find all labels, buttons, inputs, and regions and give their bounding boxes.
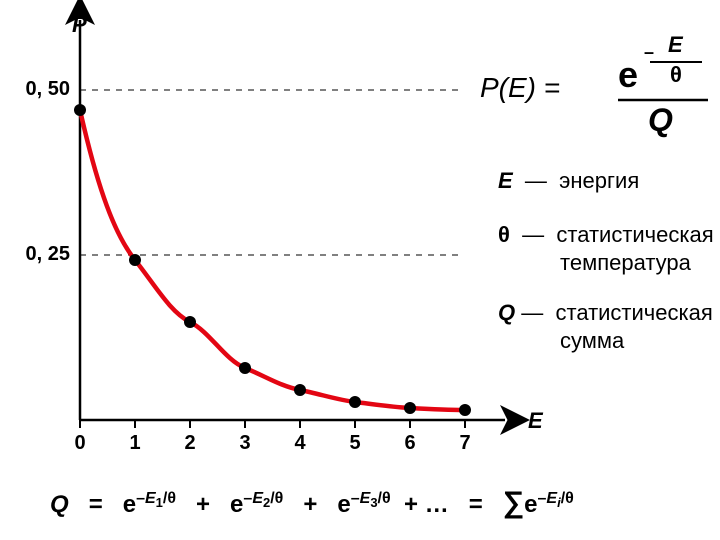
ylabel-025: 0, 25	[18, 243, 70, 266]
xtick-1: 1	[129, 432, 140, 455]
legend-Q-text: статистическая	[555, 300, 712, 325]
bq-th2: θ	[275, 490, 284, 507]
xtick-0: 0	[74, 432, 85, 455]
legend-Q2-text: сумма	[560, 328, 624, 353]
xtick-4: 4	[294, 432, 305, 455]
legend-E: E — энергия	[498, 168, 639, 194]
legend-Q2: сумма	[560, 328, 624, 354]
legend-theta: θ — статистическая	[498, 222, 714, 248]
legend-theta2: температура	[560, 250, 691, 276]
bottom-eq: Q = e–E1/θ + e–E2/θ + e–E3/θ + … = ∑e–Ei…	[50, 486, 574, 520]
data-points	[74, 104, 471, 416]
bq-e2: e	[230, 491, 243, 518]
bq-dots: …	[425, 491, 449, 518]
formula-Q: Q	[648, 102, 673, 139]
legend-th-dash: —	[522, 222, 544, 247]
legend-Q-dash: —	[521, 300, 543, 325]
bq-p1: +	[196, 491, 210, 518]
bq-Q: Q	[50, 491, 69, 518]
ylabel-050: 0, 50	[18, 78, 70, 101]
bq-s1: 1	[156, 495, 163, 510]
bq-E1: E	[145, 490, 156, 507]
bq-p3: +	[404, 491, 418, 518]
bq-E2: E	[252, 490, 263, 507]
legend-th2-text: температура	[560, 250, 691, 275]
formula-e: e	[618, 54, 638, 96]
bq-m3: –	[351, 490, 360, 507]
bq-eq2: =	[469, 491, 483, 518]
figure: P E 0, 50 0, 25 0 1 2 3 4 5 6 7 P(E) = e…	[0, 0, 720, 540]
bq-e3: e	[337, 491, 350, 518]
bq-m1: –	[136, 490, 145, 507]
formula-prefix: P(E) =	[480, 72, 560, 104]
formula-exp-E: E	[668, 32, 683, 58]
bq-s3: 3	[370, 495, 377, 510]
xtick-5: 5	[349, 432, 360, 455]
bq-e1: e	[123, 491, 136, 518]
bq-th1: θ	[167, 490, 176, 507]
xtick-2: 2	[184, 432, 195, 455]
legend-Q: Q — статистическая	[498, 300, 713, 326]
legend-th-sym: θ	[498, 222, 510, 247]
legend-E-sym: E	[498, 168, 513, 193]
xtick-6: 6	[404, 432, 415, 455]
bq-ei: e	[524, 491, 537, 518]
y-axis-label: P	[72, 12, 87, 38]
bq-eq1: =	[89, 491, 103, 518]
xtick-3: 3	[239, 432, 250, 455]
legend-E-text: энергия	[559, 168, 639, 193]
bq-p2: +	[303, 491, 317, 518]
legend-E-dash: —	[525, 168, 547, 193]
legend-th-text: статистическая	[556, 222, 713, 247]
bq-E3: E	[360, 490, 371, 507]
formula-exp-minus: –	[644, 42, 654, 63]
x-axis-label: E	[528, 408, 543, 434]
bq-Ei: E	[546, 490, 557, 507]
bq-sigma: ∑	[503, 486, 524, 519]
xtick-7: 7	[459, 432, 470, 455]
bq-thi: θ	[565, 490, 574, 507]
legend-Q-sym: Q	[498, 300, 515, 325]
bq-m2: –	[243, 490, 252, 507]
formula-exp-theta: θ	[670, 62, 682, 88]
bq-th3: θ	[382, 490, 391, 507]
